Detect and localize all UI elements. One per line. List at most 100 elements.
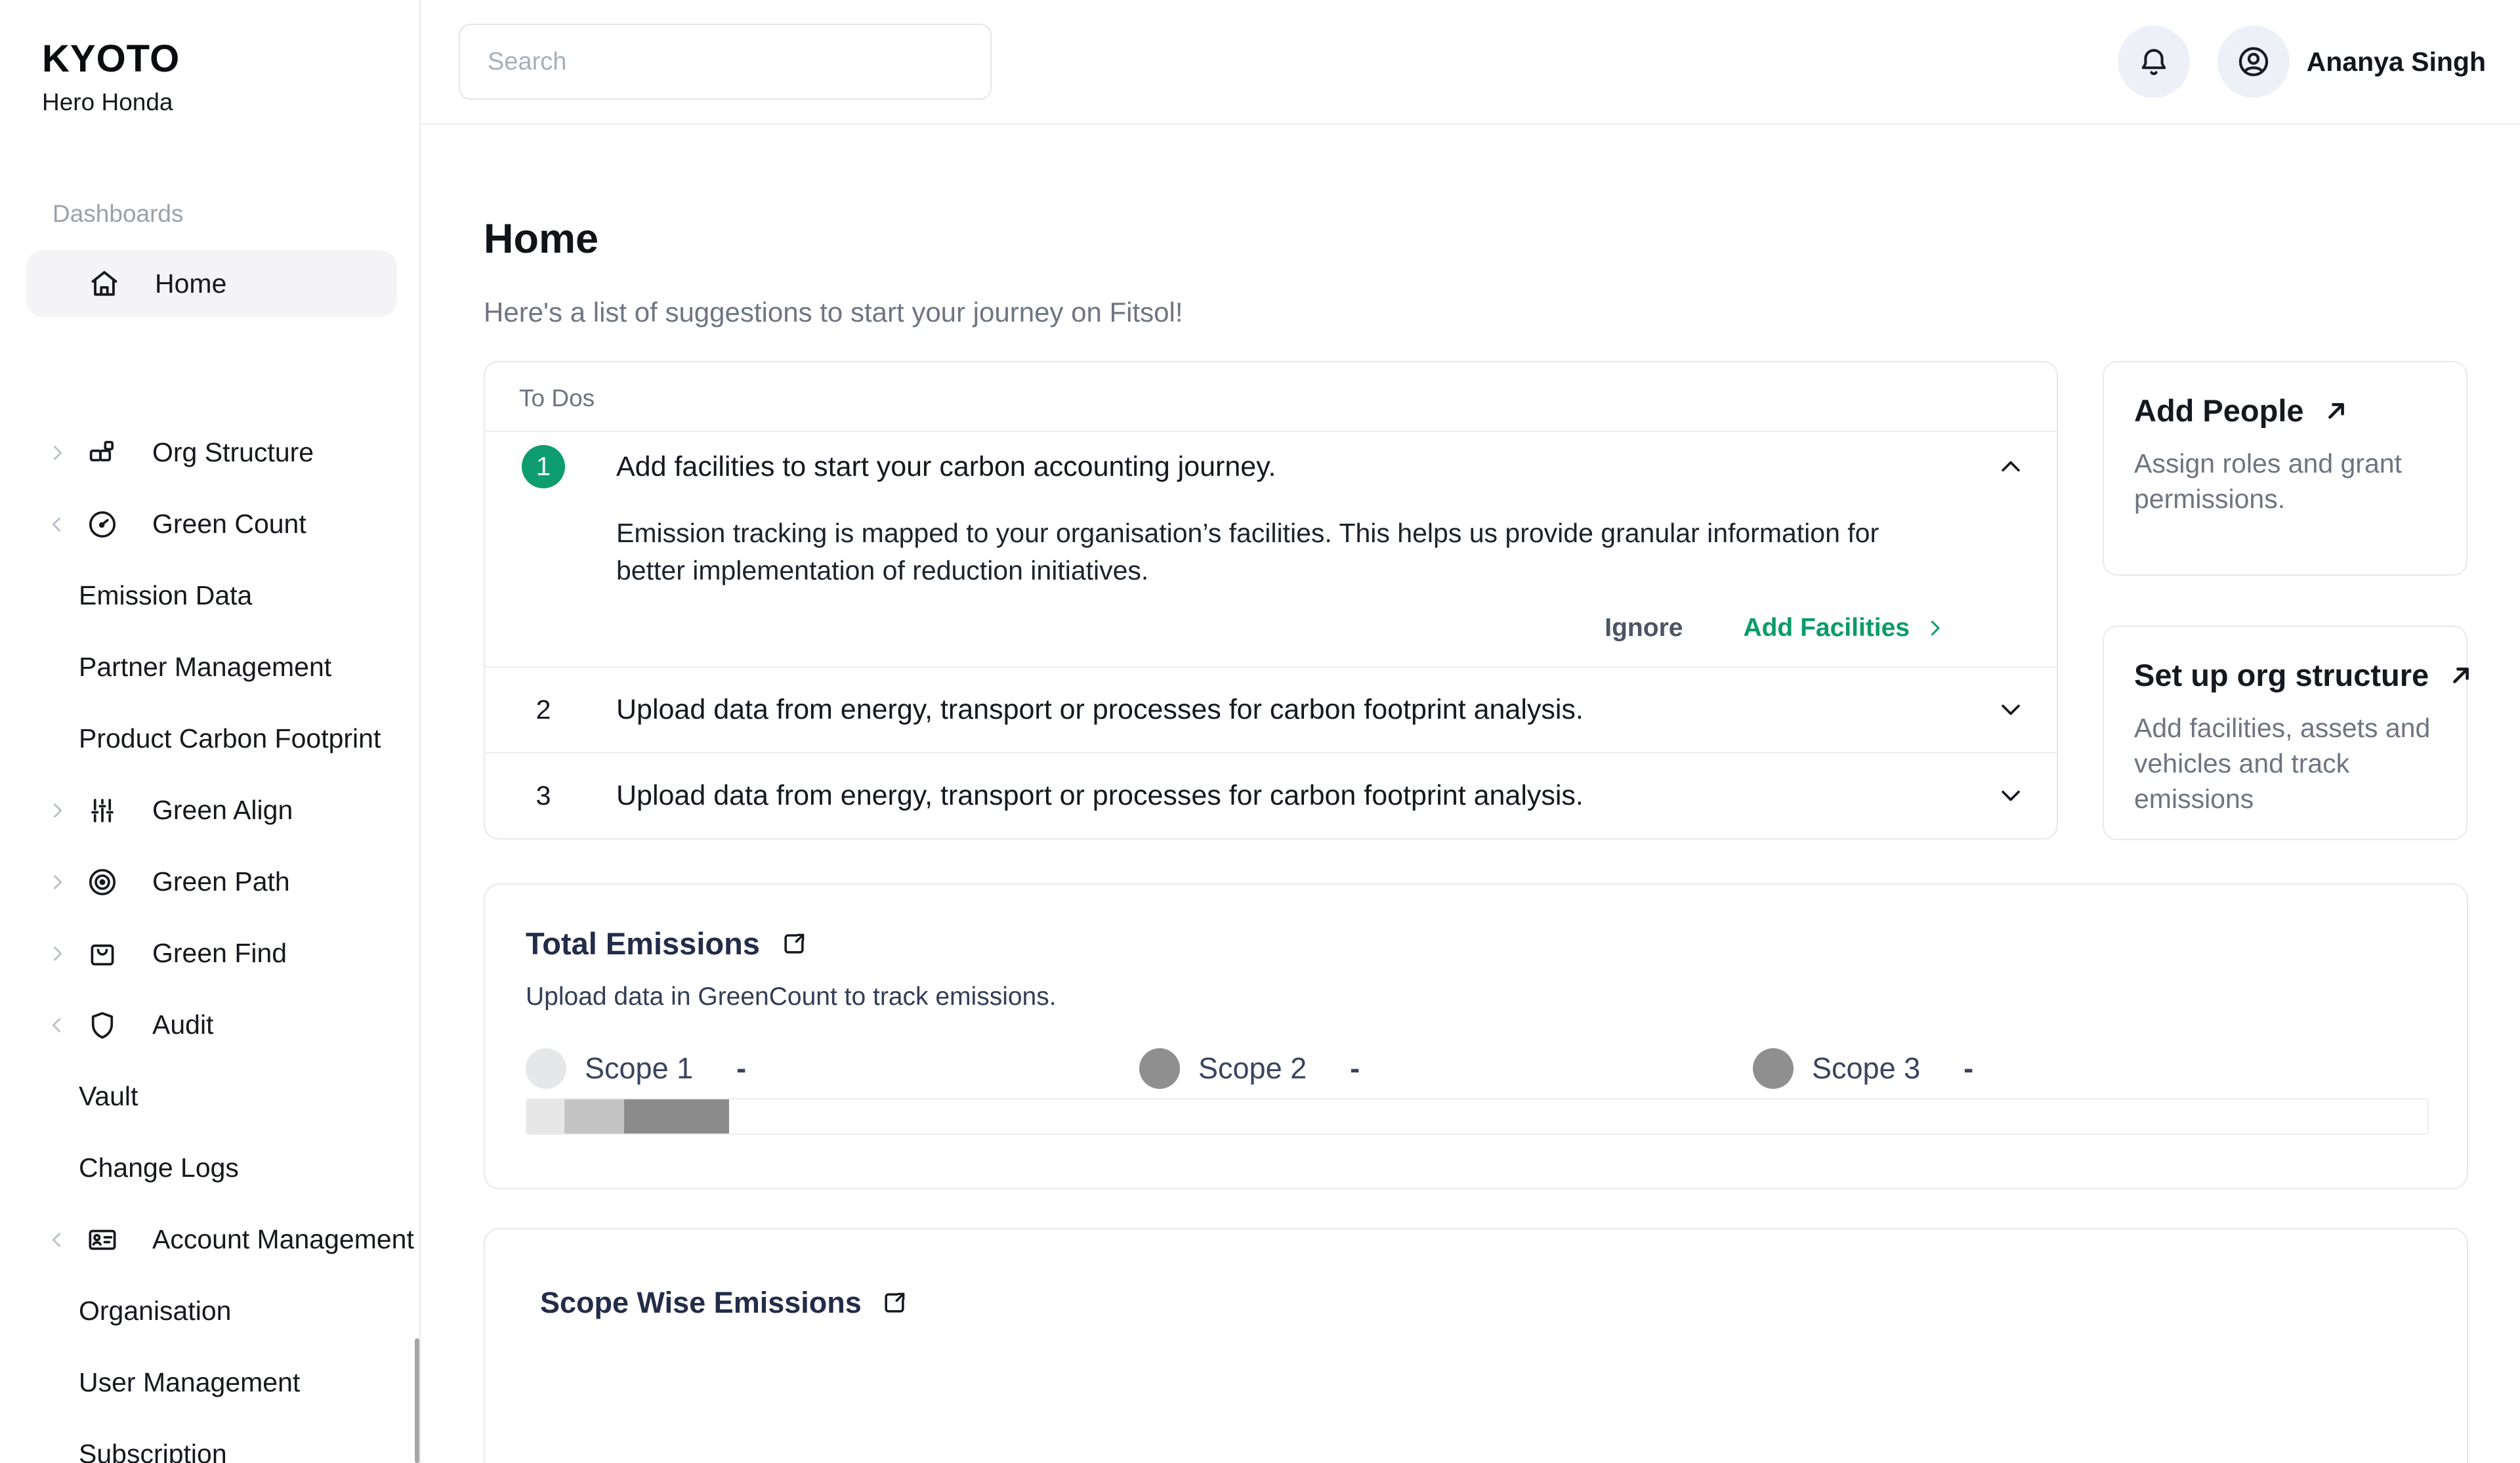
legend-item-scope-3: Scope 3 - <box>1753 1048 2366 1089</box>
ignore-button[interactable]: Ignore <box>1605 613 1683 642</box>
org-structure-icon <box>85 436 123 470</box>
chevron-right-icon[interactable] <box>46 871 76 893</box>
sidebar-item-label: Emission Data <box>79 580 253 610</box>
scope-wise-bar-chart <box>485 1229 2467 1463</box>
todos-card-title: To Dos <box>485 362 2057 432</box>
emissions-stacked-bar <box>526 1098 2429 1135</box>
bell-icon <box>2136 44 2172 79</box>
todo-step-badge: 1 <box>522 445 565 488</box>
chevron-down-icon[interactable] <box>1996 695 2025 724</box>
user-icon <box>2235 43 2272 80</box>
sidebar-item-label: Audit <box>152 1009 214 1040</box>
total-emissions-title: Total Emissions <box>526 926 760 961</box>
sidebar-item-green-align[interactable]: Green Align <box>0 774 419 846</box>
header-right: Ananya Singh <box>2117 26 2486 98</box>
chevron-left-icon[interactable] <box>46 513 76 536</box>
sidebar-item-user-management[interactable]: User Management <box>0 1347 419 1418</box>
chevron-down-icon[interactable] <box>1996 781 2025 810</box>
todo-step-number: 2 <box>536 694 551 725</box>
sidebar-item-label: Account Management <box>152 1224 414 1254</box>
todo-item-2[interactable]: 2 Upload data from energy, transport or p… <box>485 666 2057 752</box>
sidebar-section-dashboards: Dashboards <box>52 200 184 227</box>
legend-value: - <box>1350 1051 1360 1085</box>
bar-segment-scope-1 <box>527 1099 564 1134</box>
add-people-title: Add People <box>2134 393 2304 428</box>
user-avatar[interactable] <box>2217 26 2290 98</box>
quick-actions-column: Add People Assign roles and grant permis… <box>2103 361 2469 840</box>
scope-wise-emissions-card: Scope Wise Emissions <box>484 1228 2468 1463</box>
todo-item-title: Upload data from energy, transport or pr… <box>616 779 1584 811</box>
sidebar-item-change-logs[interactable]: Change Logs <box>0 1132 419 1204</box>
sidebar-item-label: User Management <box>79 1367 301 1397</box>
legend-label: Scope 3 <box>1812 1051 1921 1085</box>
sidebar-item-green-find[interactable]: Green Find <box>0 918 419 989</box>
external-link-icon[interactable] <box>880 1288 909 1317</box>
chevron-right-icon[interactable] <box>46 442 76 464</box>
add-facilities-button[interactable]: Add Facilities <box>1743 614 1946 643</box>
main-area: Ananya Singh Home Here's a list of sugge… <box>421 0 2520 1463</box>
sidebar-item-label: Green Align <box>152 795 293 825</box>
todo-step-number: 3 <box>536 780 551 811</box>
target-icon <box>85 865 123 899</box>
todo-item-3[interactable]: 3 Upload data from energy, transport or p… <box>485 752 2057 838</box>
sidebar-item-product-carbon-footprint[interactable]: Product Carbon Footprint <box>0 703 419 774</box>
sidebar-item-subscription[interactable]: Subscription <box>0 1418 419 1463</box>
sidebar-item-label: Green Path <box>152 866 290 897</box>
external-link-icon[interactable] <box>780 929 808 958</box>
sidebar-item-label: Subscription <box>79 1439 227 1463</box>
setup-org-structure-card[interactable]: Set up org structure Add facilities, ass… <box>2103 625 2469 840</box>
sidebar-item-account-management[interactable]: Account Management <box>0 1204 419 1275</box>
todo-item-title: Upload data from energy, transport or pr… <box>616 693 1584 725</box>
sidebar-item-label: Partner Management <box>79 652 332 682</box>
sidebar-item-green-count[interactable]: Green Count <box>0 488 419 560</box>
search-input[interactable] <box>459 24 992 100</box>
add-facilities-label: Add Facilities <box>1743 613 1910 642</box>
todos-card: To Dos 1 Add facilities to start your ca… <box>484 361 2058 839</box>
sidebar-item-label: Org Structure <box>152 437 314 467</box>
arrow-up-right-icon <box>2321 396 2351 426</box>
chevron-right-icon[interactable] <box>46 799 76 822</box>
emissions-legend: Scope 1 - Scope 2 - Scope 3 - <box>526 1048 2429 1089</box>
shield-icon <box>85 1008 123 1042</box>
top-header: Ananya Singh <box>421 0 2520 125</box>
setup-org-description: Add facilities, assets and vehicles and … <box>2134 713 2431 815</box>
sidebar-item-organisation[interactable]: Organisation <box>0 1275 419 1347</box>
legend-dot-icon <box>1139 1048 1180 1089</box>
sidebar-item-label: Change Logs <box>79 1153 239 1183</box>
sidebar-item-vault[interactable]: Vault <box>0 1061 419 1132</box>
sidebar-item-partner-management[interactable]: Partner Management <box>0 631 419 703</box>
sidebar-item-audit[interactable]: Audit <box>0 989 419 1061</box>
chevron-right-icon <box>1923 616 1946 640</box>
notifications-button[interactable] <box>2117 26 2190 98</box>
sidebar-item-label: Vault <box>79 1081 138 1111</box>
todo-item-1: 1 Add facilities to start your carbon ac… <box>485 432 2057 666</box>
legend-label: Scope 2 <box>1198 1051 1307 1085</box>
sidebar-scrollbar-thumb[interactable] <box>415 1338 419 1463</box>
sidebar: KYOTO Hero Honda Dashboards Home Org Str… <box>0 0 421 1463</box>
add-people-card[interactable]: Add People Assign roles and grant permis… <box>2103 361 2468 576</box>
legend-dot-icon <box>526 1048 566 1089</box>
chevron-left-icon[interactable] <box>46 1229 76 1251</box>
bar-segment-scope-2 <box>564 1099 624 1134</box>
bar-segment-scope-3 <box>624 1099 729 1134</box>
chevron-left-icon[interactable] <box>46 1014 76 1036</box>
sidebar-nav: Org Structure Green Count Emission Data Par… <box>0 417 419 1463</box>
user-name[interactable]: Ananya Singh <box>2306 46 2486 77</box>
sidebar-item-green-path[interactable]: Green Path <box>0 846 419 918</box>
chevron-up-icon[interactable] <box>1996 452 2025 481</box>
sidebar-item-label: Green Count <box>152 509 306 539</box>
sidebar-item-home[interactable]: Home <box>26 250 397 317</box>
chevron-right-icon[interactable] <box>46 943 76 965</box>
brand: KYOTO Hero Honda <box>0 0 419 116</box>
legend-item-scope-1: Scope 1 - <box>526 1048 1139 1089</box>
sidebar-item-org-structure[interactable]: Org Structure <box>0 417 419 488</box>
sidebar-item-label: Organisation <box>79 1296 232 1326</box>
total-emissions-subtitle: Upload data in GreenCount to track emiss… <box>526 983 1057 1011</box>
legend-item-scope-2: Scope 2 - <box>1139 1048 1753 1089</box>
page-content: Home Here's a list of suggestions to sta… <box>421 125 2520 1463</box>
brand-subtitle: Hero Honda <box>42 89 173 116</box>
sidebar-item-label: Home <box>155 268 227 299</box>
add-people-description: Assign roles and grant permissions. <box>2134 448 2402 515</box>
sidebar-item-emission-data[interactable]: Emission Data <box>0 560 419 631</box>
legend-value: - <box>1964 1051 1974 1085</box>
